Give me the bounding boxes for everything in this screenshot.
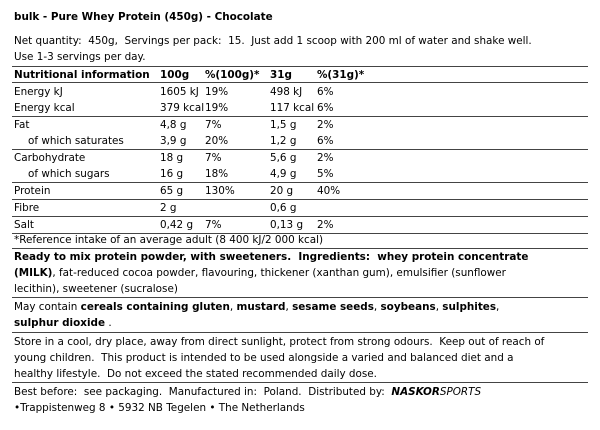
cell: 65 g [160,185,184,197]
intro-line: Net quantity: 450g, Servings per pack: 1… [14,35,532,47]
cell: 2 g [160,202,177,214]
separator [12,66,588,67]
text: , [285,301,293,313]
separator [12,116,588,117]
cell: 7% [205,152,222,164]
text: Ready to mix protein powder, with sweete… [14,251,529,263]
text: , [435,301,443,313]
cell: 1,2 g [270,135,297,147]
cell: 0,13 g [270,219,304,231]
cell: 2% [317,219,334,231]
text: , [496,301,500,313]
cell: 0,6 g [270,202,297,214]
title: bulk - Pure Whey Protein (450g) - Chocol… [14,11,273,23]
separator [12,199,588,200]
cell: 5,6 g [270,152,297,164]
row-label: Fat [14,119,30,131]
allergen: sesame seeds [292,301,374,313]
distributor-line: Best before: see packaging. Manufactured… [14,384,481,400]
row-label: of which saturates [28,135,124,147]
allergen: sulphites [442,301,497,313]
cell: 130% [205,185,235,197]
allergen: mustard [236,301,286,313]
intro-line: Use 1-3 servings per day. [14,51,146,63]
cell: 6% [317,86,334,98]
distributor-line: •Trappistenweg 8 • 5932 NB Tegelen • The… [14,402,305,414]
row-label: Energy kcal [14,102,75,114]
cell: 0,42 g [160,219,194,231]
brand: NASKOR [391,386,440,398]
cell: 18 g [160,152,184,164]
text: , fat-reduced cocoa powder, flavouring, … [52,267,506,279]
separator [12,216,588,217]
cell: 5% [317,168,334,180]
column-header: %(31g)* [317,69,365,81]
cell: 1,5 g [270,119,297,131]
separator [12,182,588,183]
brand: SPORTS [439,386,482,398]
row-label: Salt [14,219,34,231]
ingredients-line: lecithin), sweetener (sucralose) [14,281,178,297]
allergen: sulphur dioxide [14,317,106,329]
cell: 2% [317,152,334,164]
row-label: of which sugars [28,168,110,180]
cell: 3,9 g [160,135,187,147]
cell: 20% [205,135,229,147]
column-header: 31g [270,69,292,81]
text: (MILK) [14,267,53,279]
cell: 498 kJ [270,86,303,98]
row-label: Energy kJ [14,86,63,98]
cell: 4,9 g [270,168,297,180]
row-label: Fibre [14,202,40,214]
cell: 1605 kJ [160,86,199,98]
cell: 379 kcal [160,102,205,114]
text: , [373,301,381,313]
row-label: Protein [14,185,51,197]
separator [12,332,588,333]
allergen: soybeans [380,301,436,313]
cell: 4,8 g [160,119,187,131]
allergen: cereals containing gluten [80,301,230,313]
cell: 2% [317,119,334,131]
column-header: %(100g)* [205,69,260,81]
allergens-line: May contain cereals containing gluten, m… [14,299,499,315]
text: Best before: see packaging. Manufactured… [14,386,392,398]
row-label: Carbohydrate [14,152,86,164]
cell: 20 g [270,185,294,197]
separator [12,382,588,383]
text: May contain [14,301,81,313]
cell: 40% [317,185,341,197]
column-header: Nutritional information [14,69,150,81]
cell: 19% [205,86,229,98]
cell: 6% [317,135,334,147]
storage-line: young children. This product is intended… [14,352,514,364]
ingredients-line: (MILK), fat-reduced cocoa powder, flavou… [14,265,506,281]
column-header: 100g [160,69,190,81]
separator [12,233,588,234]
text: . [105,317,112,329]
separator [12,297,588,298]
cell: 7% [205,119,222,131]
allergens-line: sulphur dioxide . [14,315,112,331]
ingredients-line: Ready to mix protein powder, with sweete… [14,249,528,265]
cell: 7% [205,219,222,231]
text: , [229,301,237,313]
cell: 117 kcal [270,102,315,114]
storage-line: Store in a cool, dry place, away from di… [14,336,545,348]
cell: 19% [205,102,229,114]
footnote: *Reference intake of an average adult (8… [14,234,324,246]
cell: 16 g [160,168,184,180]
cell: 18% [205,168,229,180]
separator [12,149,588,150]
text: lecithin), sweetener (sucralose) [14,283,178,295]
separator [12,248,588,249]
cell: 6% [317,102,334,114]
separator [12,82,588,83]
storage-line: healthy lifestyle. Do not exceed the sta… [14,368,377,380]
